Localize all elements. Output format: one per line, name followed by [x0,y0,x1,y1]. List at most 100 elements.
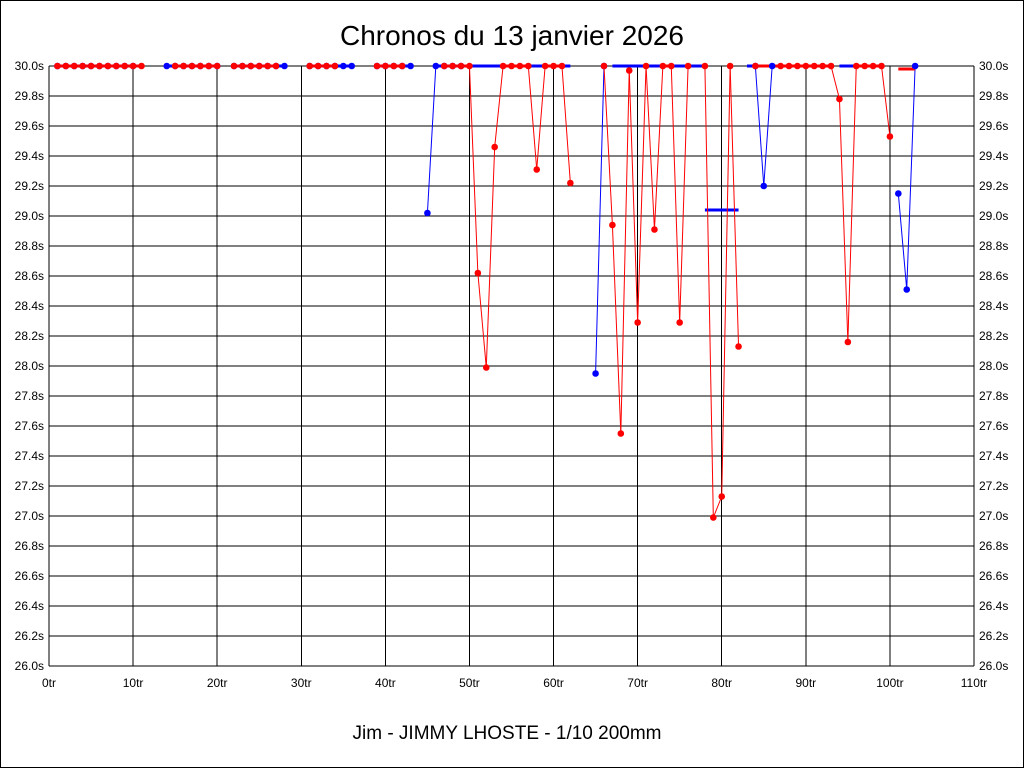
x-tick-label: 50tr [459,676,480,690]
data-point [230,62,238,70]
y-tick-label-right: 29.4s [979,149,1008,163]
data-point [340,62,347,70]
y-tick-label-left: 26.6s [15,569,44,583]
data-point [718,493,726,500]
y-tick-label-right: 29.2s [979,179,1008,193]
y-tick-label-right: 27.0s [979,509,1008,523]
data-point [886,133,894,140]
y-tick-label-right: 27.6s [979,419,1008,433]
data-point [255,62,263,70]
data-point [903,286,911,293]
series-lines [57,64,916,518]
data-point [188,62,196,70]
x-tick-label: 100tr [876,676,903,690]
data-point [710,514,717,521]
y-tick-label-right: 26.0s [979,659,1008,673]
series-segment [595,65,605,374]
data-point [213,62,221,70]
data-point [861,62,868,70]
y-tick-label-left: 29.0s [15,209,44,223]
series-segment [721,65,731,497]
y-tick-label-right: 29.6s [979,119,1008,133]
y-tick-label-right: 27.8s [979,389,1008,403]
y-tick-label-left: 27.2s [15,479,44,493]
data-point [609,221,616,229]
data-point [819,62,826,70]
y-tick-label-left: 26.0s [15,659,44,673]
series-segment [637,65,647,323]
y-tick-label-left: 29.6s [15,119,44,133]
data-point [642,62,650,70]
data-point [592,370,599,377]
x-tick-label: 20tr [207,676,228,690]
y-tick-label-right: 28.2s [979,329,1008,343]
y-tick-label-left: 26.8s [15,539,44,553]
series-segment [830,65,840,100]
data-point [516,62,524,70]
y-tick-label-left: 28.6s [15,269,44,283]
data-point [625,67,633,74]
series-segment [897,193,908,290]
x-tick-label: 10tr [123,676,144,690]
y-tick-label-right: 26.4s [979,599,1008,613]
data-point [852,62,860,70]
y-tick-label-right: 28.0s [979,359,1008,373]
series-segment [561,65,571,184]
x-tick-label: 70tr [627,676,648,690]
y-tick-label-right: 27.4s [979,449,1008,463]
series-segment [645,65,655,230]
data-point [676,319,683,326]
data-point [895,190,902,197]
data-point [617,430,625,437]
series-segment [729,65,740,347]
chart-subtitle: Jim - JIMMY LHOSTE - 1/10 200mm [353,723,662,744]
data-point [802,62,810,70]
data-point [138,62,145,70]
x-tick-label: 80tr [711,676,732,690]
series-segment [527,65,538,170]
data-point [869,62,877,70]
data-point [440,62,448,70]
y-tick-label-left: 28.0s [15,359,44,373]
data-point [726,62,734,70]
data-point [247,62,255,70]
data-point [558,62,566,70]
y-tick-label-left: 29.2s [15,179,44,193]
y-tick-label-left: 27.4s [15,449,44,463]
x-tick-label: 30tr [291,676,312,690]
data-point [684,62,692,70]
data-point [398,62,406,70]
y-tick-label-right: 30.0s [979,59,1008,73]
data-point [525,62,532,70]
data-point [281,62,288,70]
data-point [79,62,86,70]
data-point [314,62,322,70]
y-tick-label-right: 26.2s [979,629,1008,643]
y-tick-label-right: 26.8s [979,539,1008,553]
series-segment [847,65,857,343]
data-point [810,62,818,70]
data-point [163,62,171,70]
y-tick-label-left: 27.8s [15,389,44,403]
data-point [171,62,179,70]
y-tick-label-left: 29.4s [15,149,44,163]
x-ticks: 0tr 10tr 20tr 30tr 40tr 50tr 60tr 70tr 80tr 90tr 1… [42,676,987,690]
data-point [567,179,574,187]
series-segment [679,65,689,323]
series-segment [763,65,773,187]
x-tick-label: 40tr [375,676,396,690]
data-point [651,226,658,233]
data-point [373,62,381,70]
series-segment [838,98,849,343]
series-segment [653,65,664,230]
data-point [180,62,187,70]
data-point [264,62,271,70]
y-tick-label-right: 27.2s [979,479,1008,493]
data-point [499,62,507,70]
data-point [911,62,919,70]
data-point [827,62,835,70]
data-point [390,62,398,70]
series-segment [704,65,714,518]
data-point [96,62,103,70]
